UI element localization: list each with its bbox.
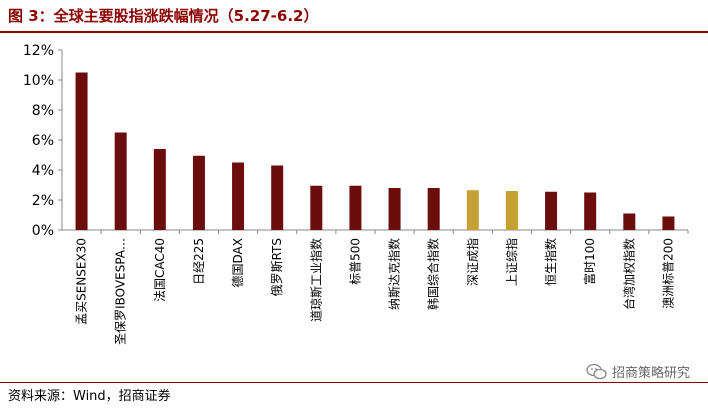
source-note: 资料来源：Wind，招商证券 (8, 389, 171, 404)
watermark: 招商策略研究 (586, 362, 690, 381)
x-tick-label: 深证成指 (465, 238, 480, 286)
y-tick-label: 0% (32, 223, 54, 239)
x-tick-label: 孟买SENSEX30 (75, 238, 89, 325)
x-tick-label: 日经225 (192, 238, 206, 285)
bar (505, 191, 518, 230)
bar (662, 216, 675, 230)
y-tick-label: 8% (32, 103, 54, 119)
bar (153, 149, 166, 230)
x-tick-label: 法国CAC40 (153, 238, 167, 302)
bar (75, 72, 88, 230)
bar (114, 132, 127, 230)
figure-title: 图 3：全球主要股指涨跌幅情况（5.27-6.2） (8, 7, 319, 25)
bar-chart: 0% 2% 4% 6% 8% 10% 12% 孟买SENSEX30 圣保罗IBOVESPA… 法国… (23, 43, 689, 345)
y-tick-label: 2% (32, 193, 54, 209)
x-tick-label: 韩国综合指数 (426, 238, 441, 310)
bar (349, 185, 362, 230)
x-tick-label: 道琼斯工业指数 (308, 238, 323, 322)
title-divider (0, 31, 708, 33)
wechat-icon (586, 363, 608, 381)
figure-header: 图 3：全球主要股指涨跌幅情况（5.27-6.2） (0, 4, 708, 28)
x-tick-label: 纳斯达克指数 (387, 238, 402, 310)
x-tick-label: 澳洲标普200 (661, 238, 675, 309)
bar (232, 162, 245, 230)
x-tick-label: 恒生指数 (543, 238, 558, 286)
x-tick-label: 俄罗斯RTS (270, 238, 284, 296)
x-tick-label: 标普500 (348, 238, 362, 285)
x-tick-label: 圣保罗IBOVESPA… (114, 238, 128, 345)
watermark-text: 招商策略研究 (611, 366, 690, 381)
bar (388, 188, 401, 230)
x-tick-label: 上证综指 (504, 238, 519, 286)
bar (271, 165, 284, 230)
bar (192, 155, 205, 230)
y-tick-label: 4% (32, 163, 54, 179)
y-tick-label: 12% (23, 43, 54, 59)
bar (623, 213, 636, 230)
bar (466, 190, 479, 230)
x-tick-label: 台湾加权指数 (621, 238, 636, 310)
x-tick-label: 富时100 (582, 238, 597, 285)
source-divider (0, 382, 708, 383)
bar (427, 188, 440, 230)
y-tick-label: 10% (23, 73, 54, 89)
y-tick-label: 6% (32, 133, 54, 149)
bar (310, 185, 323, 230)
bar (584, 192, 597, 230)
x-tick-label: 德国DAX (230, 238, 245, 287)
bar (545, 191, 558, 230)
